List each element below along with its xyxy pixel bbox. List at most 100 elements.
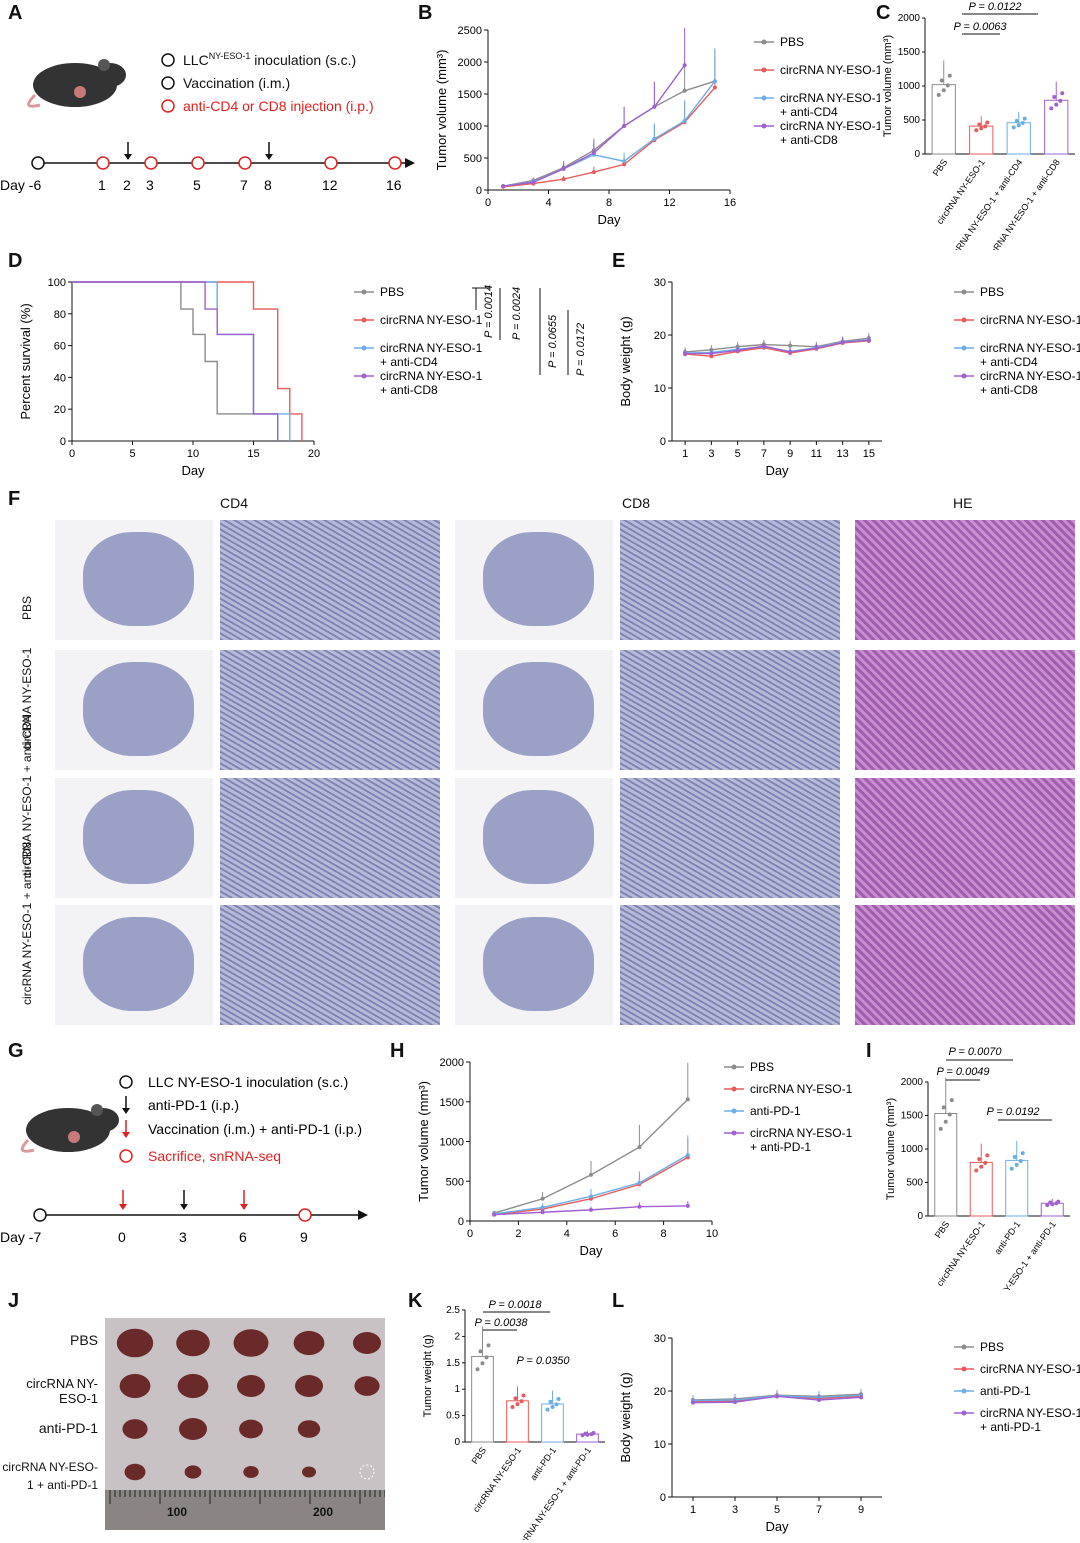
data-point xyxy=(685,1097,690,1102)
y-tick-label: 0 xyxy=(660,1492,666,1504)
legend-marker xyxy=(361,373,367,379)
ihc-zoom-image xyxy=(620,778,840,898)
chart-d: 0 20 40 60 80 100 0 5 10 15 20 Day Percent survival … xyxy=(20,277,320,478)
data-point xyxy=(683,351,688,356)
legend-marker xyxy=(731,1130,737,1136)
y-tick-label: 2000 xyxy=(440,1057,464,1069)
dot xyxy=(583,1431,588,1436)
data-point xyxy=(652,104,657,109)
x-axis-label: Day xyxy=(765,1519,789,1534)
dot xyxy=(513,1396,518,1401)
x-tick-label: 3 xyxy=(708,448,714,460)
dot xyxy=(1045,1203,1050,1208)
data-point xyxy=(540,1210,545,1215)
tumor xyxy=(237,1375,265,1397)
y-tick-label: 2.5 xyxy=(446,1305,460,1316)
series-line xyxy=(72,281,279,441)
he-stain-image xyxy=(855,778,1075,898)
dot xyxy=(1014,118,1019,123)
x-tick-label: 15 xyxy=(863,448,875,460)
mouse-icon xyxy=(27,59,126,108)
tumor xyxy=(243,1465,259,1479)
panel-label-c: C xyxy=(876,2,891,24)
y-axis-label: Body weight (g) xyxy=(620,316,633,406)
svg-text:0: 0 xyxy=(118,1229,126,1245)
dot xyxy=(938,1126,943,1131)
ihc-zoom-image xyxy=(220,650,440,770)
f-row-label: circRNA NY-ESO-1 + anti-CD8 xyxy=(20,841,34,1005)
he-stain-image xyxy=(855,650,1075,770)
f-col-cd4: CD4 xyxy=(220,495,249,511)
dot xyxy=(1056,1199,1061,1204)
data-point xyxy=(561,177,566,182)
x-tick-label: 16 xyxy=(724,197,736,209)
dot xyxy=(1020,1151,1025,1156)
y-tick-label: 0 xyxy=(917,1211,923,1222)
legend-label: + anti-PD-1 xyxy=(750,1140,811,1154)
dot xyxy=(947,1112,952,1117)
bar xyxy=(541,1403,564,1443)
p-value: P = 0.0018 xyxy=(488,1299,542,1311)
svg-text:P = 0.0655: P = 0.0655 xyxy=(547,314,559,368)
bar xyxy=(969,1161,993,1217)
svg-text:P = 0.0014: P = 0.0014 xyxy=(483,285,495,338)
tumor xyxy=(177,1373,209,1399)
y-axis-label: Tumor weight (g) xyxy=(422,1335,434,1418)
y-tick-label: 1000 xyxy=(440,1137,464,1149)
data-point xyxy=(492,1212,497,1217)
p-value: P = 0.0063 xyxy=(953,21,1007,33)
y-axis-label: Tumor volume (mm³) xyxy=(434,50,449,171)
x-tick-label: 7 xyxy=(816,1504,822,1516)
ihc-zoom-image xyxy=(620,650,840,770)
dot xyxy=(1058,98,1063,103)
svg-text:3: 3 xyxy=(179,1229,187,1245)
svg-text:9: 9 xyxy=(300,1229,308,1245)
y-tick-label: 20 xyxy=(54,404,66,416)
legend-marker xyxy=(961,289,967,295)
x-tick-label: 4 xyxy=(545,197,551,209)
data-point xyxy=(735,348,740,353)
dot xyxy=(1009,1166,1014,1171)
x-tick-label: 7 xyxy=(761,448,767,460)
x-tick-label: 4 xyxy=(564,1228,570,1240)
svg-text:7: 7 xyxy=(240,177,248,193)
dot xyxy=(554,1402,559,1407)
y-tick-label: 10 xyxy=(654,383,666,395)
y-tick-label: 60 xyxy=(54,341,66,353)
ihc-zoom-image xyxy=(220,778,440,898)
dot xyxy=(983,124,988,129)
y-tick-label: 20 xyxy=(654,1386,666,1398)
data-point xyxy=(712,85,717,90)
category-label: PBS xyxy=(931,157,950,177)
y-tick-label: 0 xyxy=(458,1216,464,1228)
tumor xyxy=(184,1465,202,1479)
he-stain-image xyxy=(855,520,1075,640)
tissue-overview-image xyxy=(455,905,613,1025)
x-tick-label: 10 xyxy=(706,1228,718,1240)
svg-text:5: 5 xyxy=(193,177,201,193)
y-axis-label: Percent survival (%) xyxy=(20,303,33,419)
data-point xyxy=(817,1398,821,1403)
tumor xyxy=(354,1376,380,1396)
panel-g: LLC NY-ESO-1 inoculation (s.c.) anti-PD-… xyxy=(0,1040,400,1290)
svg-text:Day -6: Day -6 xyxy=(0,177,41,193)
dot xyxy=(545,1407,550,1412)
x-tick-label: 3 xyxy=(732,1504,738,1516)
data-point xyxy=(637,1145,642,1150)
f-col-cd8: CD8 xyxy=(622,495,651,511)
category-label: circRNA NY-ESO-1 + anti-PD-1 xyxy=(513,1445,593,1540)
x-tick-label: 1 xyxy=(690,1504,696,1516)
f-row-label: PBS xyxy=(20,595,34,620)
ruler-label: 100 xyxy=(167,1505,187,1519)
legend-label: PBS xyxy=(750,1060,774,1074)
legend-label: circRNA NY-ESO-1 xyxy=(750,1126,853,1140)
x-tick-label: 9 xyxy=(787,448,793,460)
y-tick-label: 2000 xyxy=(458,57,482,69)
svg-text:16: 16 xyxy=(386,177,402,193)
j-row-pbs: PBS xyxy=(69,1332,98,1348)
survival-pvalues: P = 0.0014 P = 0.0024 P = 0.0655 P = 0.0… xyxy=(472,285,587,376)
x-axis-label: Day xyxy=(765,463,789,478)
y-axis-label: Tumor volume (mm³) xyxy=(882,35,894,137)
x-tick-label: 15 xyxy=(247,448,259,460)
